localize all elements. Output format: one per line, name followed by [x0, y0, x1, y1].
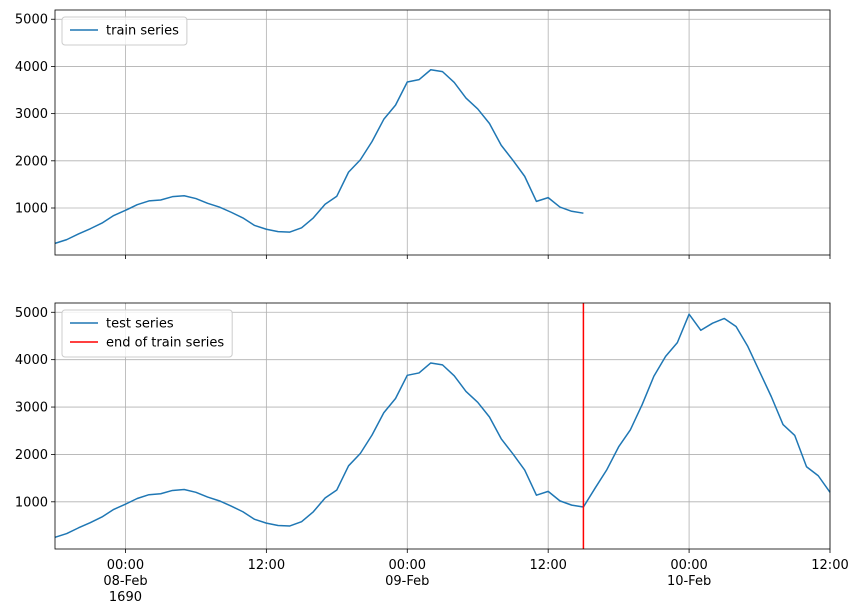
series-line	[54, 68, 584, 245]
y-tick-label: 2000	[15, 154, 48, 169]
y-tick-label: 5000	[15, 306, 48, 321]
x-tick-label: 00:00 08-Feb 1690	[103, 558, 147, 605]
x-tick-label: 00:00 09-Feb	[385, 558, 429, 589]
x-tick-label: 12:00	[811, 558, 848, 573]
axes-frame	[54, 9, 831, 256]
y-tick-label: 3000	[15, 107, 48, 122]
legend-label: end of train series	[106, 336, 224, 351]
y-tick-label: 3000	[15, 401, 48, 416]
axes-frame	[54, 302, 831, 550]
x-tick-label: 00:00 10-Feb	[667, 558, 711, 589]
legend-label: test series	[106, 317, 174, 332]
series-line	[54, 313, 831, 539]
legend-box	[61, 309, 233, 358]
y-tick-label: 2000	[15, 448, 48, 463]
legend-label: train series	[106, 24, 179, 39]
y-tick-label: 1000	[15, 495, 48, 510]
x-tick-label: 12:00	[529, 558, 566, 573]
y-tick-label: 4000	[15, 60, 48, 75]
x-tick-label: 12:00	[248, 558, 285, 573]
y-tick-label: 4000	[15, 353, 48, 368]
y-tick-label: 1000	[15, 202, 48, 217]
legend-box	[61, 16, 188, 46]
y-tick-label: 5000	[15, 13, 48, 28]
